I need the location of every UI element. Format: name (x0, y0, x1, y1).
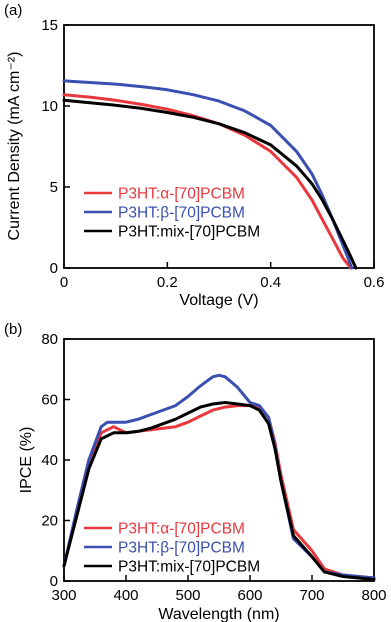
panel-b-y-tick-label: 80 (41, 331, 58, 348)
panel-a-x-axis-title: Voltage (V) (179, 292, 258, 309)
panel-a-y-ticks: 0 5 10 15 (41, 17, 70, 277)
panel-b-series-line-2 (62, 401, 376, 581)
panel-b-x-tick-label: 400 (113, 587, 138, 604)
panel-a-series-line-0 (62, 93, 353, 270)
panel-a-y-tick-label: 5 (50, 179, 58, 196)
panel-a-x-ticks: 0 0.2 0.4 0.6 (60, 262, 385, 291)
panel-a-x-tick-label: 0.2 (157, 274, 178, 291)
panel-b-series-lines (62, 373, 376, 581)
panel-a-x-tick-label: 0.6 (364, 274, 385, 291)
panel-a-jv-chart: (a) 0 0.2 0.4 0.6 0 5 10 15 Voltage (V) Curren… (4, 2, 384, 309)
panel-a-legend-label: P3HT:α-[70]PCBM (118, 186, 245, 203)
panel-b-legend-label: P3HT:mix-[70]PCBM (118, 559, 260, 576)
panel-a-y-tick-label: 10 (41, 98, 58, 115)
panel-b-x-tick-label: 500 (175, 587, 200, 604)
panel-a-legend: P3HT:α-[70]PCBM P3HT:β-[70]PCBM P3HT:mix-[… (84, 186, 260, 241)
panel-b-y-axis-title: IPCE (%) (18, 427, 35, 494)
panel-a-x-tick-label: 0.4 (260, 274, 281, 291)
panel-b-x-tick-label: 600 (237, 587, 262, 604)
panel-a-y-tick-label: 15 (41, 17, 58, 34)
panel-b-legend-label: P3HT:β-[70]PCBM (118, 540, 245, 557)
panel-a-legend-label: P3HT:mix-[70]PCBM (118, 224, 260, 241)
panel-a-y-tick-label: 0 (50, 260, 58, 277)
panel-a-plot-frame (63, 24, 375, 269)
panel-b-legend-label: P3HT:α-[70]PCBM (118, 521, 245, 538)
panel-b-x-axis-title: Wavelength (nm) (158, 606, 279, 622)
panel-a-x-tick-label: 0 (60, 274, 68, 291)
panel-a-series-lines (62, 79, 358, 270)
panel-b-y-tick-label: 0 (50, 573, 58, 590)
panel-b-ipce-chart: (b) 300 400 500 600 700 800 0 20 40 60 80 Wavelen… (4, 321, 387, 622)
panel-a-legend-label: P3HT:β-[70]PCBM (118, 205, 245, 222)
panel-a-label: (a) (4, 2, 22, 19)
panel-a-y-axis-title: Current Density (mA cm⁻²) (6, 52, 23, 241)
panel-b-y-tick-label: 40 (41, 452, 58, 469)
panel-b-x-tick-label: 800 (361, 587, 386, 604)
panel-b-y-ticks: 0 20 40 60 80 (41, 331, 70, 590)
panel-b-label: (b) (4, 321, 22, 338)
panel-b-y-tick-label: 20 (41, 513, 58, 530)
panel-b-y-tick-label: 60 (41, 392, 58, 409)
panel-b-legend: P3HT:α-[70]PCBM P3HT:β-[70]PCBM P3HT:mix-[… (84, 521, 260, 576)
panel-b-x-tick-label: 700 (299, 587, 324, 604)
panel-a-series-line-2 (62, 98, 358, 270)
panel-b-x-ticks: 300 400 500 600 700 800 (51, 575, 387, 604)
panel-b-x-tick-label: 300 (51, 587, 76, 604)
